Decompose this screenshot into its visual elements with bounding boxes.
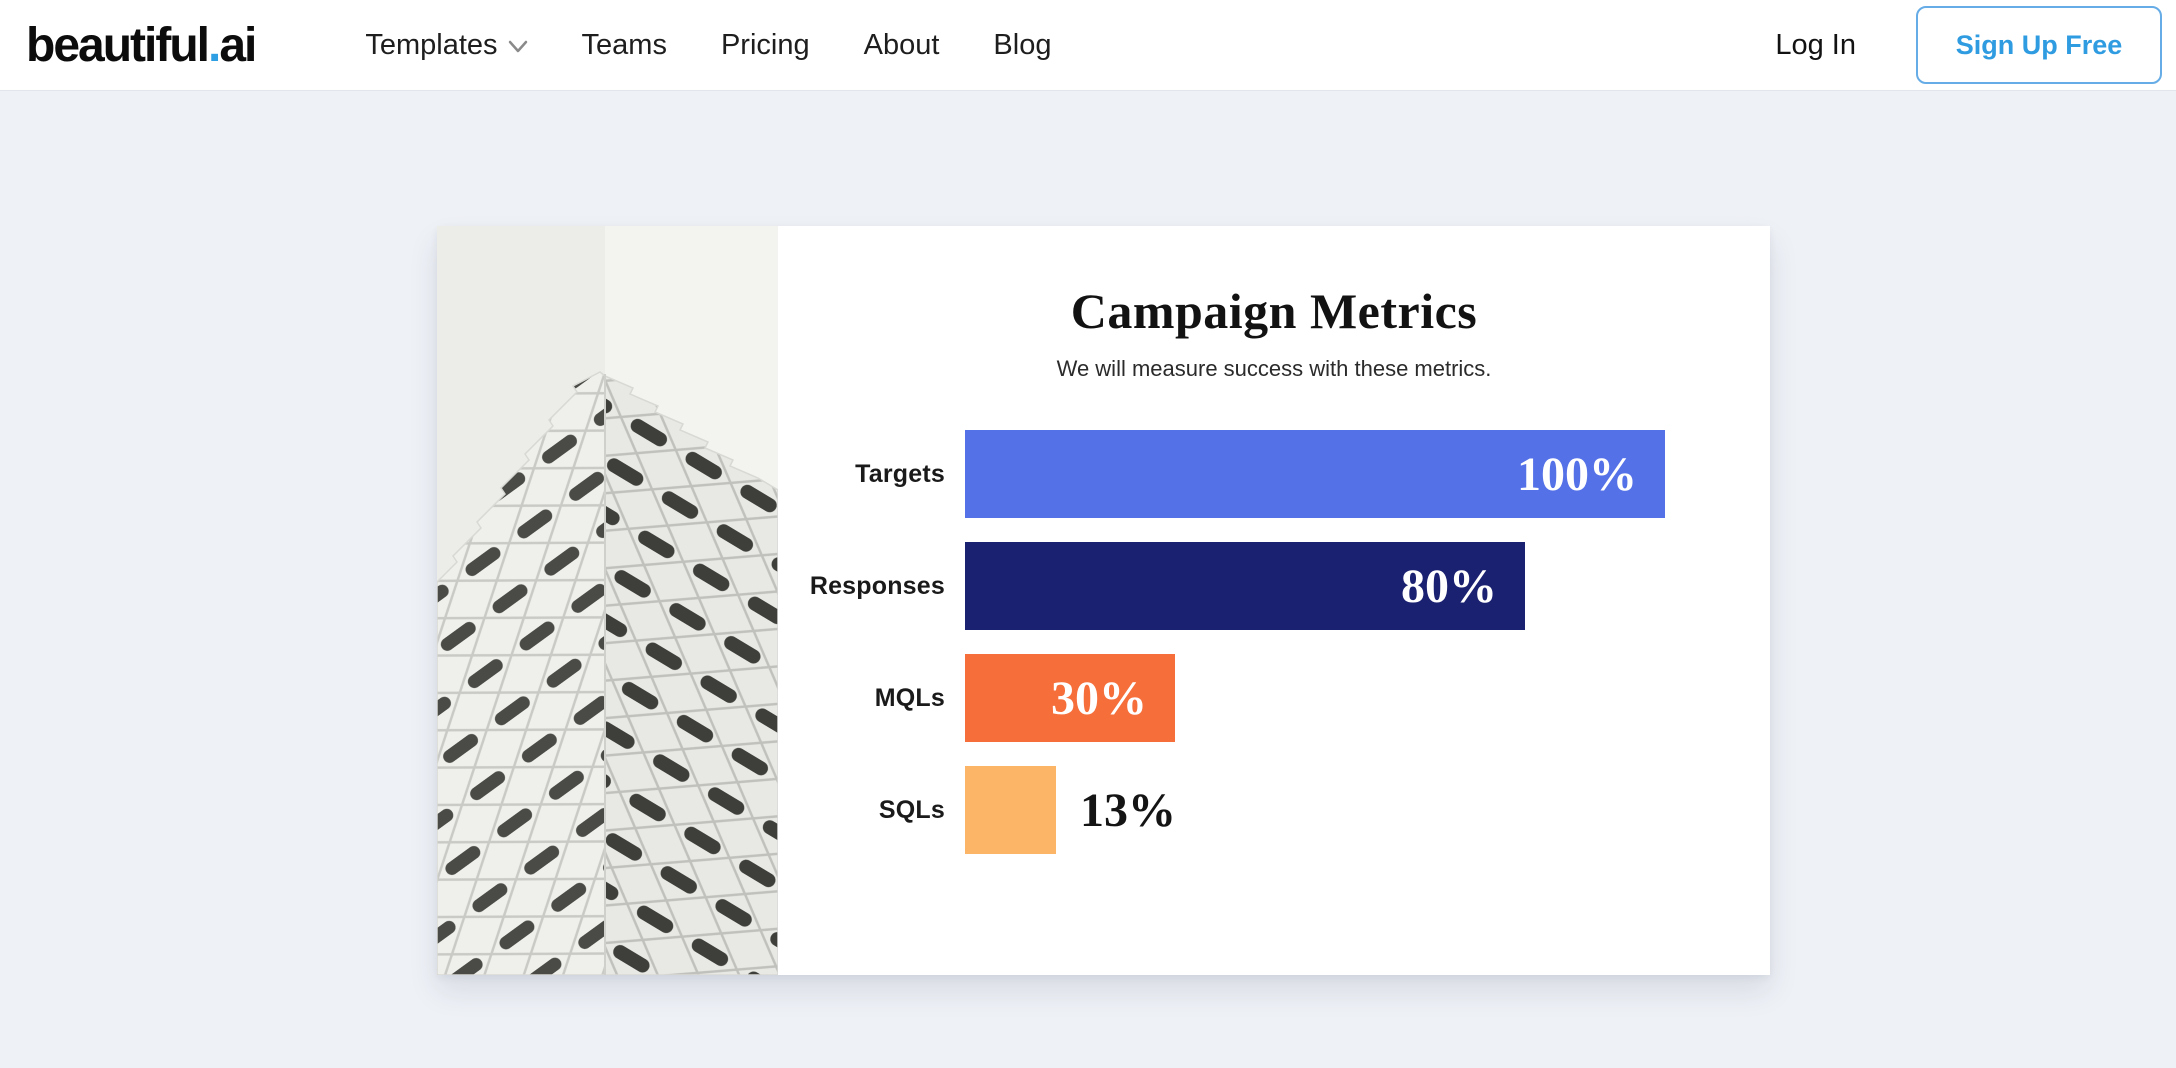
bar-category-label: MQLs xyxy=(874,683,945,712)
bar-rows: Targets 100% Responses 80% MQLs 30% SQLs 13% xyxy=(778,430,1770,878)
bar-value-label: 100% xyxy=(1517,447,1637,501)
header-actions: Log In Sign Up Free xyxy=(1775,6,2162,84)
bar-value-label: 80% xyxy=(1401,559,1497,613)
nav-item-templates[interactable]: Templates xyxy=(365,29,527,62)
bar-targets: 100% xyxy=(965,430,1665,518)
slide-preview-card: Campaign Metrics We will measure success… xyxy=(437,226,1770,975)
nav-item-about[interactable]: About xyxy=(864,29,940,62)
top-navigation-bar: beautiful.ai Templates Teams Pricing About B… xyxy=(0,0,2176,90)
bar-category-label: Responses xyxy=(809,571,945,600)
chevron-down-icon xyxy=(508,40,528,54)
bar-row: MQLs 30% xyxy=(778,654,1770,742)
bar-row: Targets 100% xyxy=(778,430,1770,518)
chart-subtitle: We will measure success with these metri… xyxy=(1056,356,1492,381)
campaign-metrics-chart: Campaign Metrics We will measure success… xyxy=(778,226,1770,975)
bar-responses: 80% xyxy=(965,542,1525,630)
bar-track: 30% xyxy=(965,654,1665,742)
nav-item-label: About xyxy=(863,28,940,61)
bar-track: 80% xyxy=(965,542,1665,630)
nav-item-pricing[interactable]: Pricing xyxy=(721,29,810,62)
chart-title: Campaign Metrics xyxy=(1070,283,1478,339)
nav-item-blog[interactable]: Blog xyxy=(993,29,1051,62)
nav-item-label: Teams xyxy=(581,28,667,61)
logo-text-prefix: beautiful xyxy=(26,18,210,72)
bar-category-label: Targets xyxy=(855,459,945,488)
nav-item-teams[interactable]: Teams xyxy=(582,29,667,62)
bar-track: 100% xyxy=(965,430,1665,518)
bar-category-label: SQLs xyxy=(878,795,945,824)
logo-text-suffix: ai xyxy=(219,18,257,72)
bar-value-label: 13% xyxy=(1080,783,1176,837)
sign-up-free-button[interactable]: Sign Up Free xyxy=(1916,6,2162,84)
nav-item-label: Blog xyxy=(993,28,1052,61)
nav-item-label: Pricing xyxy=(720,28,810,61)
building-lattice-illustration xyxy=(437,226,778,975)
bar-sqls xyxy=(965,766,1056,854)
building-photo xyxy=(437,226,778,975)
bar-row: Responses 80% xyxy=(778,542,1770,630)
logo-dot: . xyxy=(208,18,221,72)
main-nav: Templates Teams Pricing About Blog xyxy=(365,29,1051,62)
nav-item-label: Templates xyxy=(365,28,498,61)
bar-track: 13% xyxy=(965,766,1665,854)
beautiful-ai-logo[interactable]: beautiful.ai xyxy=(26,18,257,73)
bar-value-label: 30% xyxy=(1051,671,1147,725)
bar-mqls: 30% xyxy=(965,654,1175,742)
bar-row: SQLs 13% xyxy=(778,766,1770,854)
log-in-link[interactable]: Log In xyxy=(1775,28,1856,61)
